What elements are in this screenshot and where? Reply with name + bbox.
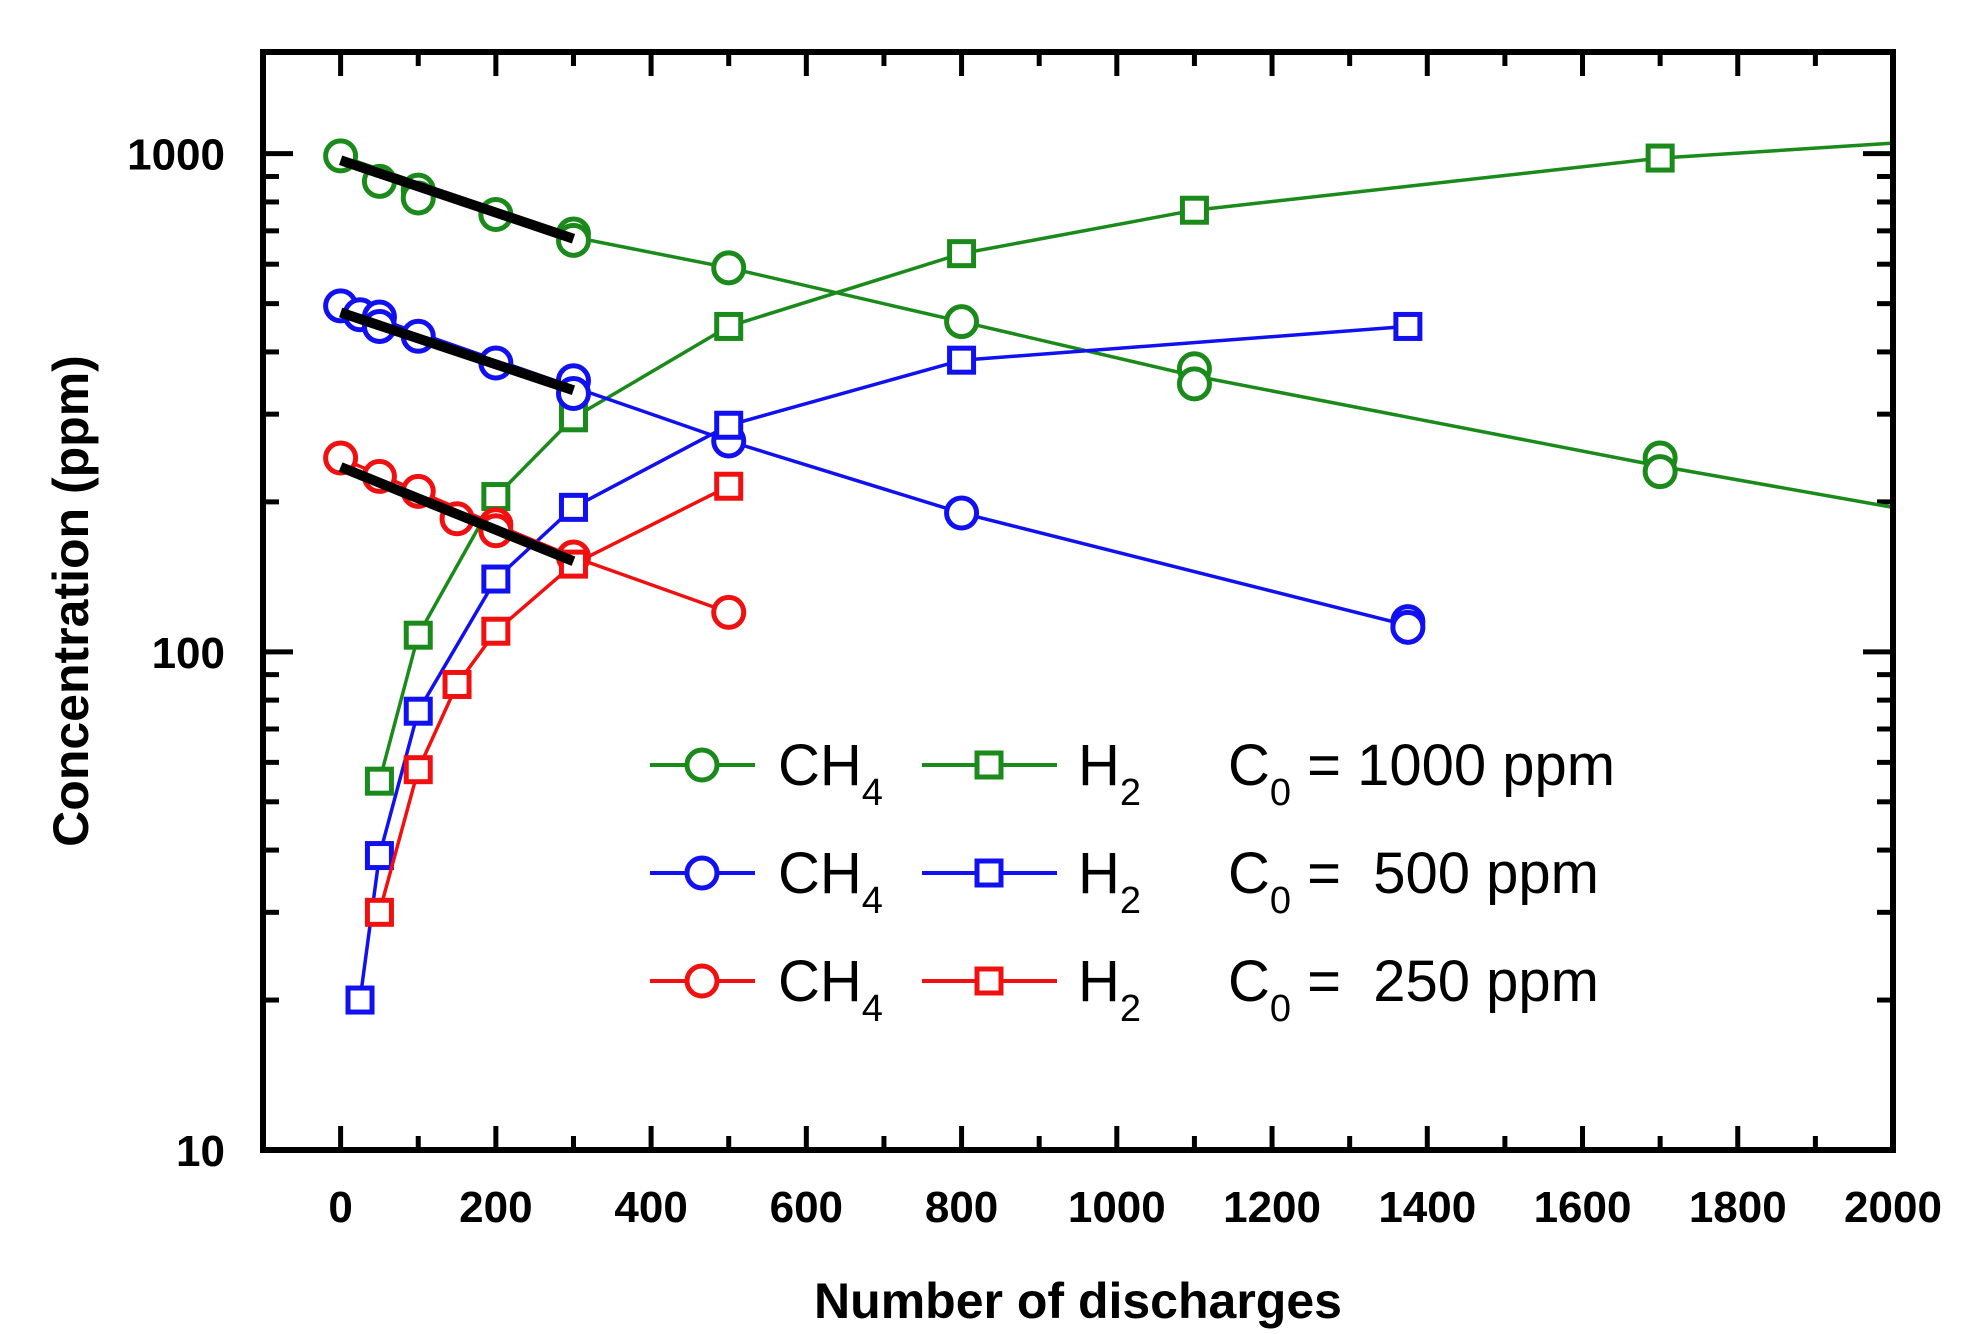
linear-fit-line: [338, 462, 576, 566]
legend-circle-marker: [684, 963, 720, 999]
data-point: [947, 345, 977, 375]
series-h2-250ppm: [364, 471, 744, 927]
data-point: [364, 897, 394, 927]
linear-fit-line: [339, 155, 576, 244]
data-point: [403, 755, 433, 785]
data-point: [711, 250, 747, 286]
legend-h2-label: H2: [1078, 949, 1141, 1030]
legend-c0-label: C0 = 1000 ppm: [1228, 733, 1615, 814]
data-point: [403, 620, 433, 650]
y-tick-label: 1000: [127, 131, 225, 180]
x-tick-label: 600: [770, 1183, 843, 1232]
data-point: [403, 696, 433, 726]
x-tick-label: 1200: [1223, 1183, 1321, 1232]
legend-h2-symbol: [922, 750, 1057, 780]
tick-labels: 0 200 400 600 800 1000 1200 1400 1600 1800 2000 10 1…: [127, 131, 1942, 1232]
x-tick-label: 800: [925, 1183, 998, 1232]
plot-series: [323, 138, 1894, 1015]
legend-ch4-symbol: [650, 855, 755, 891]
data-point: [558, 492, 588, 522]
legend-ch4-label: CH4: [778, 949, 883, 1030]
legend-c0-label: C0 = 500 ppm: [1228, 841, 1599, 922]
legend-h2-symbol: [922, 858, 1057, 888]
legend: CH4 H2 C0 = 1000 ppm CH4 H2 C0 = 500 ppm…: [650, 733, 1615, 1030]
data-point: [481, 564, 511, 594]
data-point: [1393, 311, 1423, 341]
x-axis-title: Number of discharges: [814, 1273, 1342, 1329]
legend-circle-marker: [684, 747, 720, 783]
y-axis-title: Concentration (ppm): [43, 355, 99, 847]
data-point: [442, 669, 472, 699]
data-point: [1642, 454, 1678, 490]
data-point: [345, 985, 375, 1015]
legend-ch4-symbol: [650, 963, 755, 999]
data-point: [711, 594, 747, 630]
legend-circle-marker: [684, 855, 720, 891]
data-point: [944, 495, 980, 531]
legend-row-c0-500: CH4 H2 C0 = 500 ppm: [650, 841, 1599, 922]
linear-fit-line: [339, 307, 576, 396]
legend-row-c0-1000: CH4 H2 C0 = 1000 ppm: [650, 733, 1615, 814]
data-point: [481, 482, 511, 512]
x-tick-label: 1800: [1689, 1183, 1787, 1232]
legend-h2-label: H2: [1078, 841, 1141, 922]
data-point: [714, 311, 744, 341]
y-tick-label: 100: [152, 629, 225, 678]
data-point: [481, 616, 511, 646]
x-tick-label: 200: [459, 1183, 532, 1232]
series-ch4-1000ppm: [323, 138, 1894, 510]
x-tick-label: 2000: [1844, 1183, 1942, 1232]
series-ch4-500ppm: [323, 288, 1426, 645]
data-point: [364, 841, 394, 871]
data-point: [947, 239, 977, 269]
data-point: [944, 304, 980, 340]
x-tick-label: 0: [328, 1183, 352, 1232]
x-tick-label: 1600: [1534, 1183, 1632, 1232]
legend-h2-label: H2: [1078, 733, 1141, 814]
series-h2-1000ppm: [364, 141, 1894, 796]
data-point: [364, 766, 394, 796]
x-tick-label: 1400: [1378, 1183, 1476, 1232]
legend-square-marker: [974, 750, 1004, 780]
data-point: [1390, 609, 1426, 645]
data-point: [1179, 195, 1209, 225]
x-tick-label: 1000: [1068, 1183, 1166, 1232]
legend-row-c0-250: CH4 H2 C0 = 250 ppm: [650, 949, 1599, 1030]
data-point: [714, 410, 744, 440]
fit-lines: [338, 155, 576, 566]
legend-ch4-symbol: [650, 747, 755, 783]
x-tick-label: 400: [614, 1183, 687, 1232]
plot-frame: [260, 49, 1896, 1153]
series-line: [377, 484, 730, 913]
legend-square-marker: [974, 966, 1004, 996]
y-tick-label: 10: [176, 1127, 225, 1176]
legend-ch4-label: CH4: [778, 841, 883, 922]
data-point: [714, 471, 744, 501]
data-point: [1176, 366, 1212, 402]
data-point: [1645, 143, 1675, 173]
legend-h2-symbol: [922, 966, 1057, 996]
legend-ch4-label: CH4: [778, 733, 883, 814]
legend-c0-label: C0 = 250 ppm: [1228, 949, 1599, 1030]
legend-square-marker: [974, 858, 1004, 888]
